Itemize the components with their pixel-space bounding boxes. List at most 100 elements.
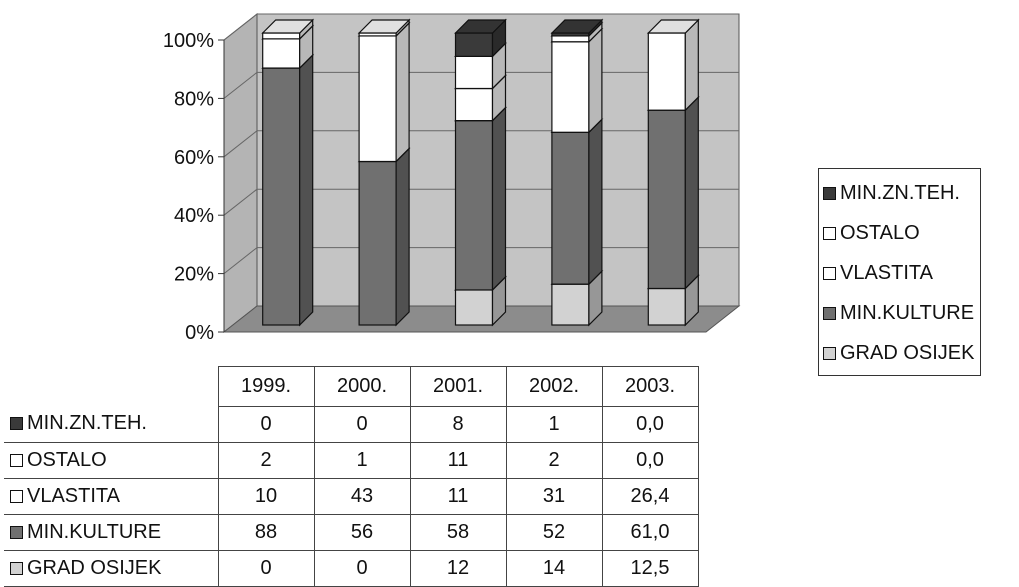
bar-face xyxy=(454,87,494,122)
series-name: GRAD OSIJEK xyxy=(27,556,162,579)
legend-swatch xyxy=(10,489,23,503)
gridline xyxy=(223,13,258,41)
bar-segment xyxy=(646,18,700,112)
table-cell: 0 xyxy=(217,550,315,587)
legend-label: VLASTITA xyxy=(840,261,933,284)
table-cell: 2 xyxy=(217,442,315,479)
bar-face xyxy=(551,283,590,326)
gridline xyxy=(223,130,258,158)
bar-face xyxy=(647,32,686,111)
bar-face xyxy=(358,160,397,326)
table-cell: 58 xyxy=(409,514,507,551)
legend-swatch xyxy=(823,226,836,240)
y-tick-label: 100% xyxy=(163,30,214,52)
row-label-cell: OSTALO xyxy=(4,442,219,479)
table-cell: 52 xyxy=(505,514,603,551)
category-label: 2002. xyxy=(505,366,603,407)
bar-face xyxy=(358,35,397,163)
bar-face xyxy=(262,32,301,40)
row-label-cell: GRAD OSIJEK xyxy=(4,550,219,587)
legend-swatch xyxy=(823,346,836,360)
bar-side xyxy=(395,21,410,163)
bar-face xyxy=(454,55,494,90)
table-row: MIN.ZN.TEH. 0 0 8 1 0,0 xyxy=(4,406,699,443)
table-cell: 43 xyxy=(313,478,411,515)
table-cell: 31 xyxy=(505,478,603,515)
table-cell: 0,0 xyxy=(601,406,699,443)
side-wall xyxy=(223,12,258,334)
bar-segment xyxy=(357,147,411,327)
bar-segment xyxy=(261,18,315,41)
table-cell: 1 xyxy=(505,406,603,443)
bar-segment xyxy=(454,18,507,58)
table-cell: 12,5 xyxy=(601,550,699,587)
bar-face xyxy=(262,67,301,326)
bar-segment xyxy=(357,18,411,38)
table-row: OSTALO 2 1 11 2 0,0 xyxy=(4,442,699,479)
legend-swatch xyxy=(823,306,836,320)
table-cell: 88 xyxy=(217,514,315,551)
bar-segment xyxy=(261,53,315,327)
table-row: VLASTITA 10 43 11 31 26,4 xyxy=(4,478,699,515)
legend-item: VLASTITA xyxy=(823,253,974,293)
table-row: GRAD OSIJEK 0 0 12 14 12,5 xyxy=(4,550,699,587)
table-cell: 11 xyxy=(409,442,507,479)
row-label-cell: MIN.ZN.TEH. xyxy=(4,406,219,443)
table-cell: 1 xyxy=(313,442,411,479)
legend-label: MIN.KULTURE xyxy=(840,301,975,324)
bar-side xyxy=(491,106,507,292)
category-label: 1999. xyxy=(217,366,315,407)
table-cell: 2 xyxy=(505,442,603,479)
legend-label: MIN.ZN.TEH. xyxy=(840,181,960,204)
table-cell: 0 xyxy=(313,550,411,587)
series-name: MIN.ZN.TEH. xyxy=(27,412,147,435)
bar-side xyxy=(588,27,603,134)
legend-swatch xyxy=(823,266,836,280)
legend-item: MIN.KULTURE xyxy=(823,293,974,333)
category-label: 2003. xyxy=(601,366,699,407)
gridline xyxy=(223,247,258,274)
bar-top xyxy=(550,19,604,34)
legend-item: MIN.ZN.TEH. xyxy=(823,173,974,213)
bar-face xyxy=(454,119,494,291)
data-table: 1999. 2000. 2001. 2002. 2003. MIN.ZN.TEH… xyxy=(4,366,699,587)
series-name: MIN.KULTURE xyxy=(27,520,162,543)
bar-segment xyxy=(550,27,604,134)
table-row: MIN.KULTURE 88 56 58 52 61,0 xyxy=(4,514,699,551)
bar-segment xyxy=(550,18,604,38)
bar-top xyxy=(357,19,411,34)
table-cell: 14 xyxy=(505,550,603,587)
table-cell: 0 xyxy=(217,406,315,443)
legend-item: OSTALO xyxy=(823,213,974,253)
bar-face xyxy=(454,289,494,326)
table-cell: 10 xyxy=(217,478,315,515)
table-cell: 12 xyxy=(409,550,507,587)
bar-side xyxy=(395,147,410,327)
table-cell: 8 xyxy=(409,406,507,443)
gridline xyxy=(223,72,258,99)
category-label: 2000. xyxy=(313,366,411,407)
y-tick-label: 60% xyxy=(174,147,214,169)
table-corner xyxy=(4,366,219,407)
series-name: VLASTITA xyxy=(27,484,120,507)
legend-swatch xyxy=(10,453,23,467)
row-label-cell: MIN.KULTURE xyxy=(4,514,219,551)
legend: MIN.ZN.TEH. OSTALO VLASTITA MIN.KULTURE … xyxy=(818,168,982,376)
legend-swatch xyxy=(10,525,23,539)
bar-side xyxy=(684,18,699,112)
bar-side xyxy=(299,53,314,327)
table-cell: 61,0 xyxy=(601,514,699,551)
y-tick-label: 20% xyxy=(174,264,214,286)
bar-segment xyxy=(646,95,700,290)
bar-side xyxy=(684,95,699,290)
bar-face xyxy=(454,32,494,57)
series-name: OSTALO xyxy=(27,448,107,471)
bar-segment xyxy=(454,106,507,292)
y-tick-label: 0% xyxy=(185,322,214,344)
bars xyxy=(261,18,700,327)
legend-swatch xyxy=(10,417,23,431)
table-cell: 0,0 xyxy=(601,442,699,479)
bar-face xyxy=(262,38,301,69)
table-cell: 56 xyxy=(313,514,411,551)
